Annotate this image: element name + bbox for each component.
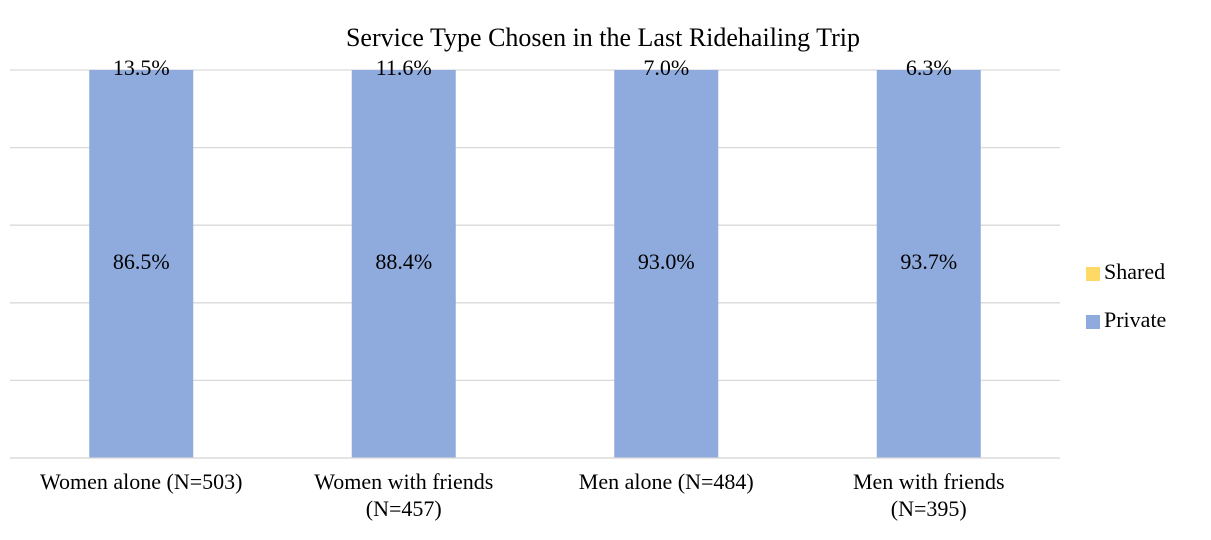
legend-swatch	[1086, 315, 1100, 329]
bar-segment	[89, 70, 194, 458]
x-tick-label: Men alone (N=484)	[578, 469, 754, 494]
bar-segment	[351, 70, 456, 458]
data-label: 13.5%	[113, 55, 170, 80]
data-label: 88.4%	[375, 249, 432, 274]
legend-label: Private	[1104, 307, 1166, 332]
bar-segment	[876, 70, 981, 458]
data-label: 6.3%	[906, 55, 952, 80]
data-label: 93.7%	[900, 249, 957, 274]
legend-swatch	[1086, 267, 1100, 281]
x-tick-label: Men with friends (N=395)	[852, 469, 1005, 521]
bar-segment	[614, 70, 719, 458]
chart-title: Service Type Chosen in the Last Ridehail…	[346, 23, 860, 52]
data-label: 93.0%	[638, 249, 695, 274]
data-label: 86.5%	[113, 249, 170, 274]
x-tick-label: Women alone (N=503)	[40, 469, 243, 494]
data-label: 7.0%	[643, 55, 689, 80]
legend-label: Shared	[1104, 259, 1165, 284]
x-tick-label: Women with friends (N=457)	[314, 469, 494, 521]
data-label: 11.6%	[376, 55, 432, 80]
